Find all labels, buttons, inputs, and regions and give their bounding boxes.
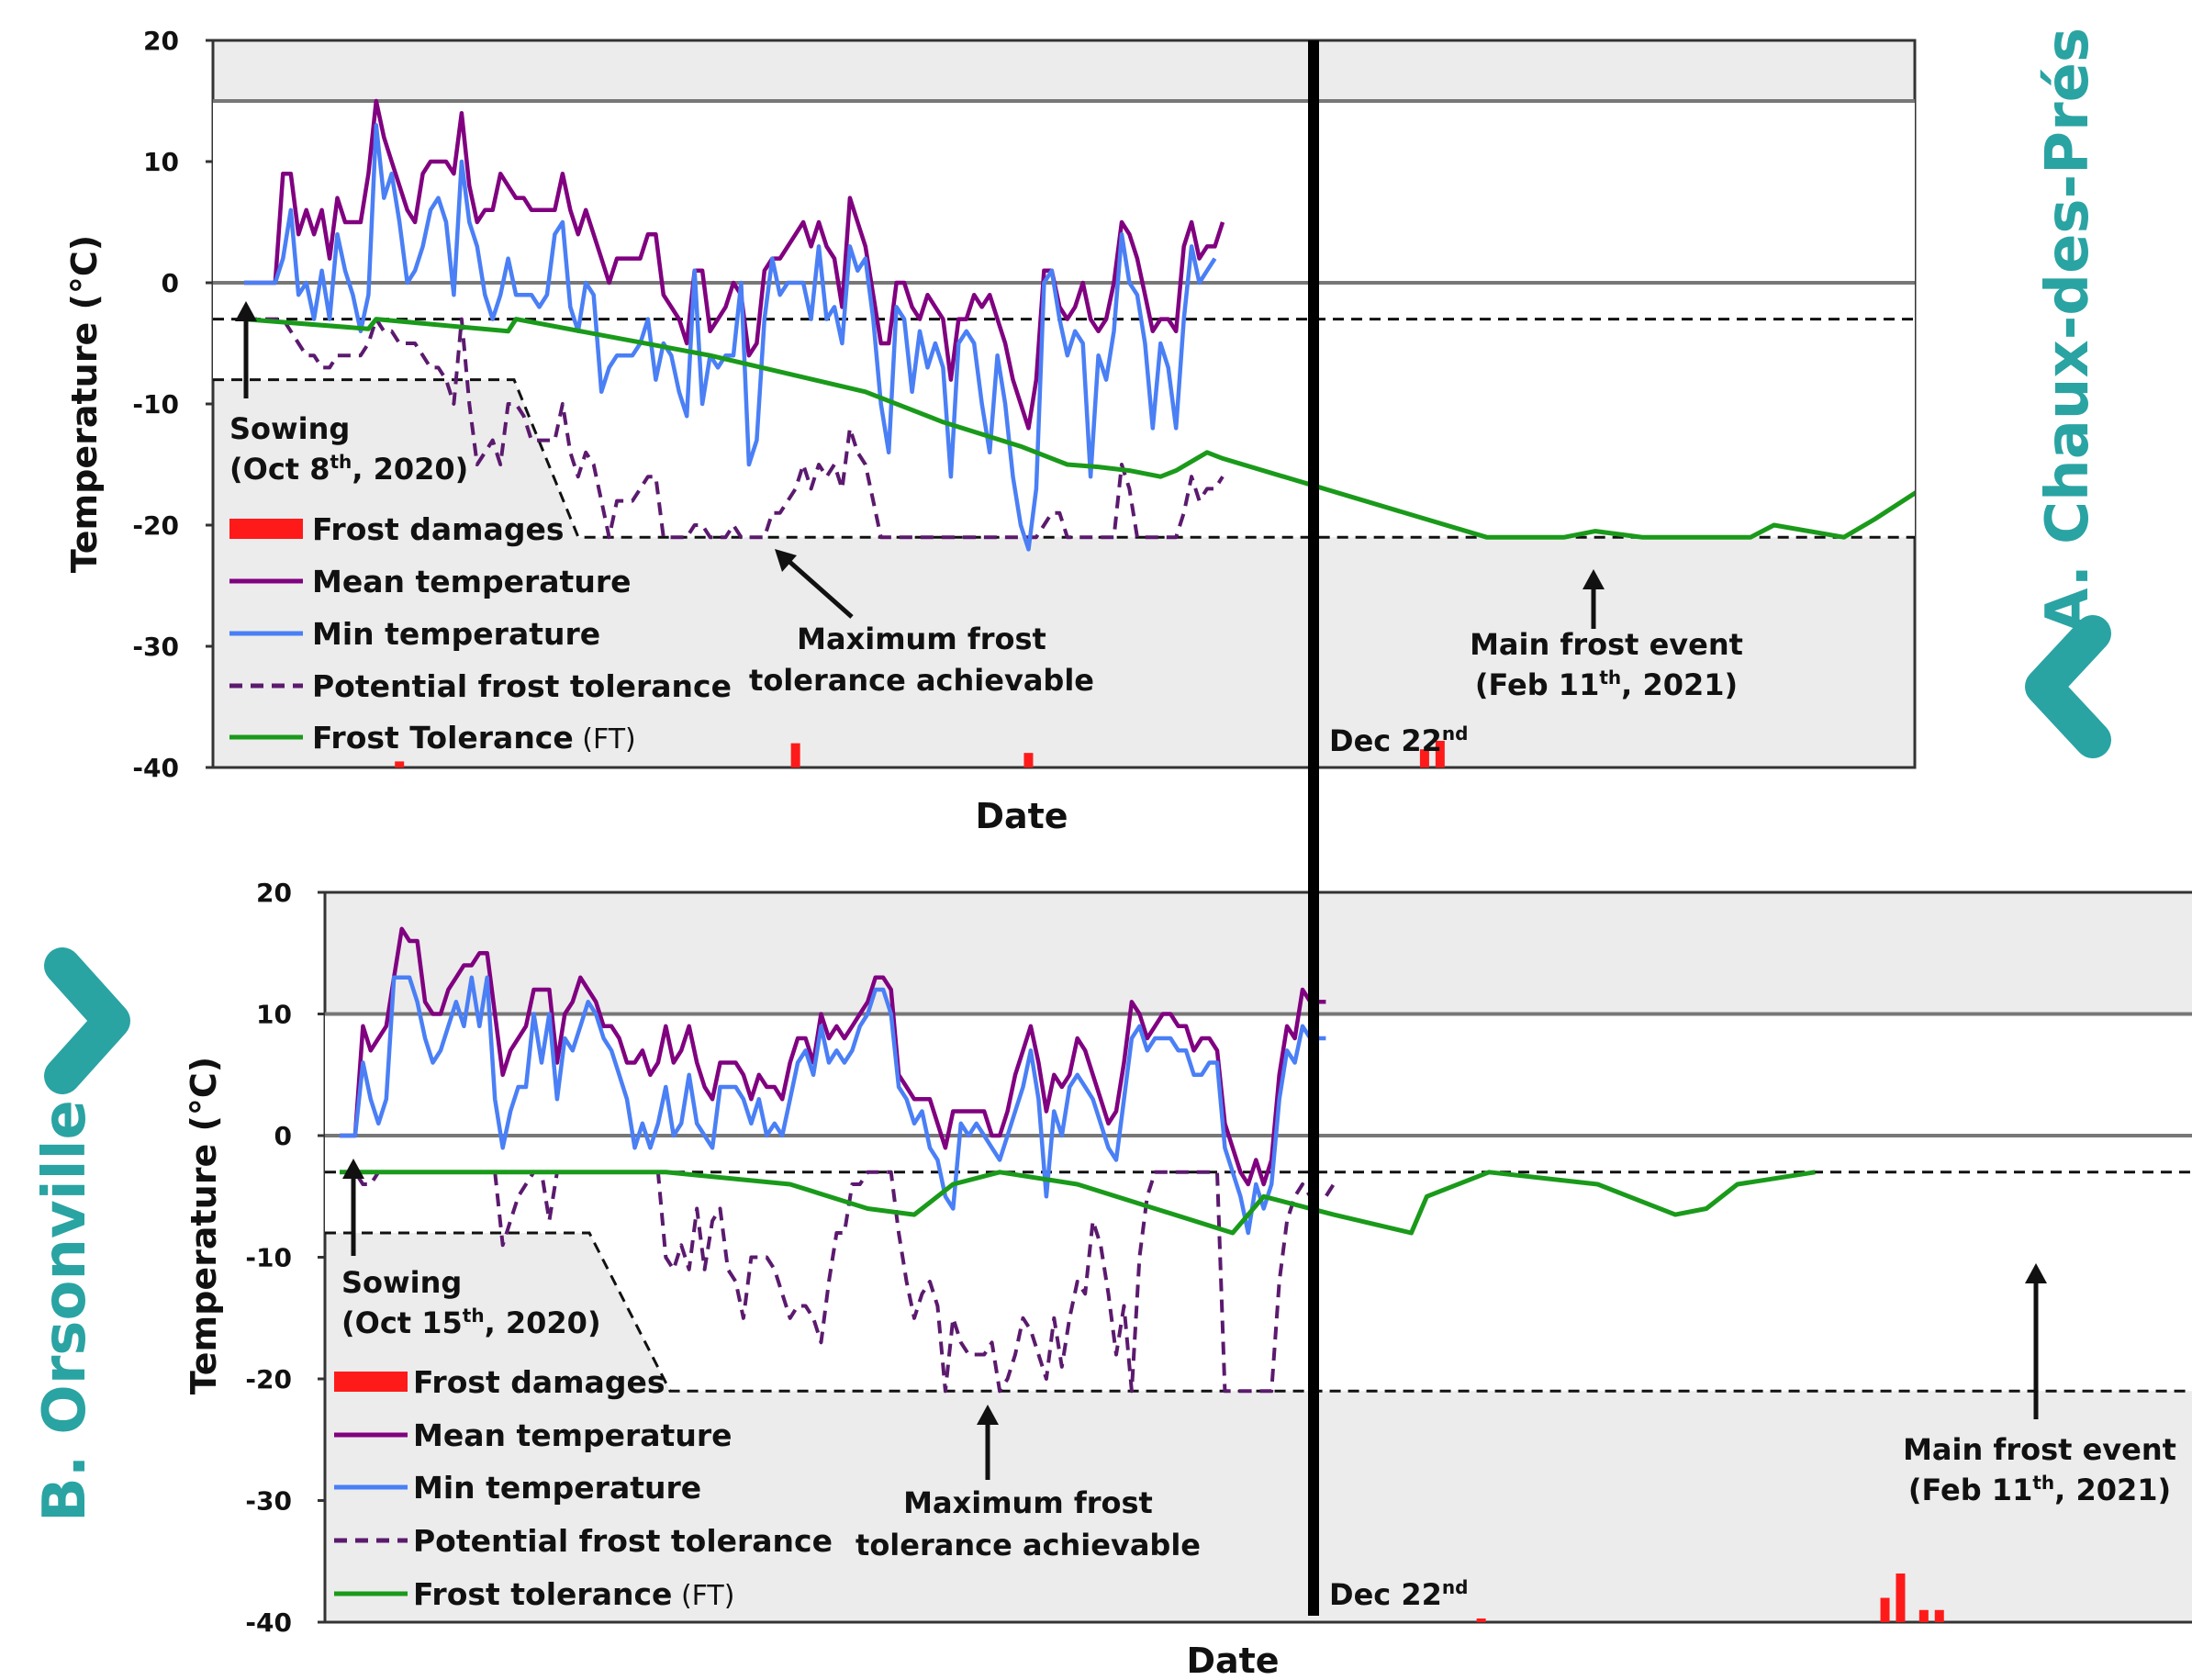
panel-b-sowing-date: (Oct 15th, 2020) [341, 1305, 601, 1340]
panel-a-legend-potential-label: Potential frost tolerance [312, 668, 732, 704]
frost-damage-bar [395, 761, 405, 767]
panel-a-max-frost-label-2: tolerance achievable [749, 663, 1094, 698]
frost-damage-bar [1023, 753, 1034, 767]
frost-damage-bar [1934, 1609, 1944, 1622]
panel-a-main-event-arrowhead [1582, 569, 1605, 589]
panel-a-max-frost-label-1: Maximum frost [797, 622, 1046, 656]
frost-damage-bar [790, 743, 800, 767]
frost-damage-bar [1896, 1574, 1906, 1622]
frost-tolerance-line [340, 1170, 1816, 1236]
panel-b-y-ticks: 20 10 0 -10 -20 -30 -40 [245, 878, 325, 1638]
min-temperature-line [244, 123, 1217, 552]
y-tick-label: 20 [143, 26, 179, 56]
panel-b-sowing-arrowhead [342, 1159, 364, 1179]
panel-a-main-event-date: (Feb 11th, 2021) [1475, 666, 1738, 702]
panel-a-legend-frost-label: Frost damages [312, 511, 564, 547]
panel-a-legend-frost-swatch [229, 519, 303, 539]
y-tick-label: -10 [245, 1243, 292, 1273]
max-frost-tolerance-line [325, 1231, 2192, 1393]
frost-tolerance-line [243, 317, 1915, 540]
y-tick-label: -30 [245, 1486, 292, 1517]
y-tick-label: -10 [132, 389, 179, 420]
potential-frost-tolerance-line [340, 1170, 1336, 1394]
frost-damage-bar [1476, 1618, 1486, 1622]
panel-b-max-frost-label-2: tolerance achievable [856, 1528, 1201, 1562]
panel-b-max-frost-arrowhead [977, 1405, 999, 1425]
panel-a-y-axis-label: Temperature (°C) [64, 235, 105, 573]
panel-b-chevron-right-icon [44, 947, 130, 1094]
y-tick-label: 0 [274, 1121, 292, 1151]
panel-b-legend: Frost damages Mean temperature Min tempe… [334, 1364, 833, 1612]
frost-damage-bar [1880, 1597, 1890, 1622]
panel-a-main-event-label: Main frost event [1470, 627, 1743, 662]
panel-a-divider-label: Dec 22nd [1329, 722, 1468, 758]
panel-b-legend-frost-label: Frost damages [413, 1364, 665, 1400]
panel-b-legend-ft-label: Frost tolerance (FT) [413, 1576, 734, 1612]
panel-b-site-label: B. Orsonville [31, 1100, 99, 1522]
panel-b-main-event-label: Main frost event [1903, 1432, 2176, 1467]
min-temperature-line [340, 975, 1326, 1236]
panel-a-max-frost-arrowhead [775, 549, 797, 572]
y-tick-label: -30 [132, 632, 179, 662]
frost-damage-bar [1435, 740, 1445, 767]
panel-b-legend-mean-label: Mean temperature [413, 1417, 732, 1453]
panel-a-legend: Frost damages Mean temperature Min tempe… [229, 511, 732, 756]
panel-a-legend-ft-label: Frost Tolerance (FT) [312, 720, 636, 756]
y-tick-label: 10 [256, 1000, 292, 1030]
panel-a-max-frost-arrow [786, 558, 854, 619]
y-tick-label: -40 [132, 753, 179, 783]
panel-a-reference-lines [213, 99, 1915, 539]
y-tick-label: 20 [256, 878, 292, 908]
panel-a-series [243, 98, 1915, 552]
y-tick-label: -20 [245, 1364, 292, 1394]
y-tick-label: -40 [245, 1607, 292, 1638]
panel-a-frost-damage-bars [395, 740, 1445, 767]
panel-a-y-ticks: 20 10 0 -10 -20 -30 -40 [132, 26, 213, 783]
panel-a-sowing-date: (Oct 8th, 2020) [229, 451, 468, 487]
panel-b-max-frost-label-1: Maximum frost [903, 1485, 1153, 1520]
panel-a-legend-mean-label: Mean temperature [312, 564, 631, 599]
panel-b-x-axis-label: Date [1186, 1641, 1279, 1680]
panel-a-sowing-label: Sowing [229, 411, 350, 446]
panel-b-series [340, 926, 1816, 1394]
panel-b-sowing-label: Sowing [341, 1265, 462, 1300]
panel-a-sowing-arrowhead [235, 301, 257, 321]
panel-b-legend-potential-label: Potential frost tolerance [413, 1523, 833, 1559]
panel-a-site-label: A. Chaux-des-Prés [2034, 28, 2102, 633]
panel-b-divider-label: Dec 22nd [1329, 1576, 1468, 1612]
y-tick-label: -20 [132, 510, 179, 541]
panel-b-y-axis-label: Temperature (°C) [184, 1057, 224, 1394]
y-tick-label: 0 [162, 268, 179, 298]
panel-b-legend-frost-swatch [334, 1372, 408, 1392]
frost-damage-bar [1918, 1609, 1929, 1622]
mean-temperature-line [340, 926, 1326, 1187]
panel-a-chevron-left-icon [2025, 615, 2111, 758]
panel-a-x-axis-label: Date [975, 796, 1068, 836]
max-frost-tolerance-line [213, 378, 1915, 539]
panel-a-legend-min-label: Min temperature [312, 616, 600, 652]
panel-b-main-event-date: (Feb 11th, 2021) [1908, 1472, 2171, 1507]
potential-frost-tolerance-line [244, 317, 1225, 540]
panel-b-legend-min-label: Min temperature [413, 1470, 701, 1506]
y-tick-label: 10 [143, 147, 179, 177]
panel-b-frost-damage-bars [1476, 1574, 1944, 1622]
frost-damage-bar [1419, 749, 1429, 767]
panel-b-main-event-arrowhead [2025, 1263, 2047, 1283]
